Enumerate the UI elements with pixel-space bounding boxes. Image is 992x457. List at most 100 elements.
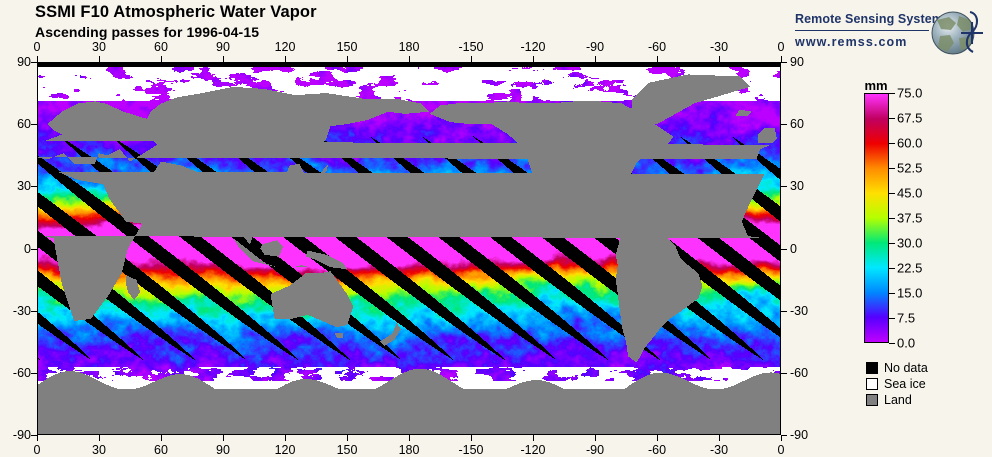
lon-tick-label: -120: [520, 443, 546, 457]
colorbar-tick: [889, 293, 895, 294]
lat-tick: [31, 186, 37, 188]
lon-tick: [781, 56, 782, 62]
lat-tick: [31, 372, 37, 374]
lon-tick-label: 180: [398, 443, 420, 457]
colorbar-tick-label: 60.0: [897, 135, 923, 151]
globe-icon: [931, 10, 983, 55]
colorbar-tick: [889, 218, 895, 219]
lon-tick: [99, 56, 100, 62]
lat-tick-label: -60: [790, 365, 809, 380]
colorbar-tick-label: 15.0: [897, 285, 923, 301]
colorbar-tick: [889, 168, 895, 169]
legend-label: No data: [884, 361, 928, 375]
lon-tick-label: 0: [777, 40, 785, 54]
colorbar-tick: [889, 93, 895, 94]
lon-tick: [285, 435, 286, 441]
lat-tick-label: -60: [12, 365, 31, 380]
lon-tick-label: -90: [585, 40, 605, 54]
lat-tick: [781, 186, 787, 188]
colorbar-gradient: [865, 94, 888, 342]
colorbar-tick-label: 30.0: [897, 235, 923, 251]
lon-tick-label: 60: [154, 40, 168, 54]
lat-tick: [781, 310, 787, 312]
lon-tick-label: 120: [274, 40, 296, 54]
legend-item: No data: [866, 361, 928, 375]
colorbar-tick-label: 75.0: [897, 85, 923, 101]
legend-label: Sea ice: [884, 377, 926, 391]
lon-tick-label: 0: [777, 443, 785, 457]
lat-tick: [781, 124, 787, 126]
lon-tick: [347, 435, 348, 441]
lon-tick: [595, 56, 596, 62]
lon-tick-label: -30: [709, 40, 729, 54]
water-vapor-map[interactable]: [37, 62, 781, 435]
colorbar-units: mm: [864, 78, 888, 93]
legend-swatch: [866, 362, 878, 374]
lat-tick: [781, 372, 787, 374]
lat-tick-label: 90: [790, 55, 804, 69]
lat-tick: [781, 435, 787, 436]
colorbar-tick-label: 45.0: [897, 185, 923, 201]
colorbar-tick: [889, 318, 895, 319]
colorbar-tick: [889, 243, 895, 244]
lon-tick: [409, 435, 410, 441]
lon-tick: [719, 435, 720, 441]
colorbar-tick: [889, 268, 895, 269]
lon-tick: [719, 56, 720, 62]
lon-tick-label: 150: [336, 40, 358, 54]
legend-swatch: [866, 378, 878, 390]
lon-tick: [285, 56, 286, 62]
lat-tick: [31, 124, 37, 126]
colorbar-tick-label: 67.5: [897, 110, 923, 126]
lat-tick-label: -30: [790, 303, 809, 318]
brand-name: Remote Sensing Systems: [795, 12, 951, 26]
lon-tick-label: 0: [33, 443, 41, 457]
lon-tick: [347, 56, 348, 62]
lon-tick-label: 120: [274, 443, 296, 457]
lon-tick-label: -150: [458, 443, 484, 457]
lon-tick-label: 150: [336, 443, 358, 457]
lon-tick: [37, 56, 38, 62]
lon-tick: [161, 56, 162, 62]
lat-tick: [31, 248, 37, 250]
brand-divider: [795, 30, 929, 31]
lat-tick-label: 60: [17, 117, 31, 132]
lon-tick: [99, 435, 100, 441]
lat-tick-label: -90: [790, 428, 809, 442]
colorbar-tick-label: 52.5: [897, 160, 923, 176]
lon-tick-label: 30: [92, 40, 106, 54]
lon-tick-label: 0: [33, 40, 41, 54]
lat-tick: [31, 435, 37, 436]
lon-tick-label: 30: [92, 443, 106, 457]
lat-tick: [31, 310, 37, 312]
lon-tick: [471, 56, 472, 62]
lat-tick: [31, 62, 37, 63]
brand-logo: Remote Sensing Systems www.remss.com: [795, 10, 985, 68]
lon-tick: [223, 435, 224, 441]
legend-item: Sea ice: [866, 377, 928, 391]
lat-tick-label: 0: [790, 241, 797, 256]
colorbar-tick: [889, 193, 895, 194]
lon-tick-label: -150: [458, 40, 484, 54]
colorbar-tick: [889, 143, 895, 144]
lon-tick: [409, 56, 410, 62]
lon-tick: [471, 435, 472, 441]
lat-tick-label: 60: [790, 117, 804, 132]
legend-swatch: [866, 394, 878, 406]
map-plot-area[interactable]: [37, 62, 781, 435]
lat-tick-label: -30: [12, 303, 31, 318]
lat-tick-label: 30: [790, 179, 804, 194]
lon-tick-label: 180: [398, 40, 420, 54]
lon-tick-label: -60: [647, 40, 667, 54]
lat-tick: [781, 248, 787, 250]
lon-tick: [657, 56, 658, 62]
lon-tick: [781, 435, 782, 441]
lon-tick: [533, 435, 534, 441]
lon-tick-label: 60: [154, 443, 168, 457]
lat-tick-label: 30: [17, 179, 31, 194]
legend-label: Land: [884, 393, 912, 407]
colorbar-tick-label: 0.0: [897, 335, 916, 351]
colorbar[interactable]: [864, 93, 889, 343]
lon-tick-label: 90: [216, 40, 230, 54]
lon-tick-label: 90: [216, 443, 230, 457]
